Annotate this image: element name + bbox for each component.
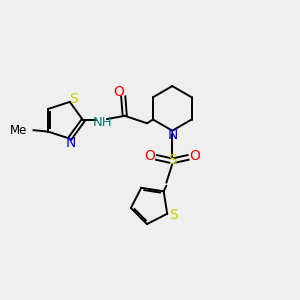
Text: N: N xyxy=(168,128,178,142)
Text: O: O xyxy=(113,85,124,99)
Text: O: O xyxy=(144,149,155,163)
Text: O: O xyxy=(190,149,201,163)
Text: S: S xyxy=(169,208,178,222)
Text: N: N xyxy=(66,136,76,150)
Text: Me: Me xyxy=(9,124,27,136)
Text: S: S xyxy=(69,92,78,106)
Text: NH: NH xyxy=(93,116,112,129)
Text: S: S xyxy=(168,153,177,167)
